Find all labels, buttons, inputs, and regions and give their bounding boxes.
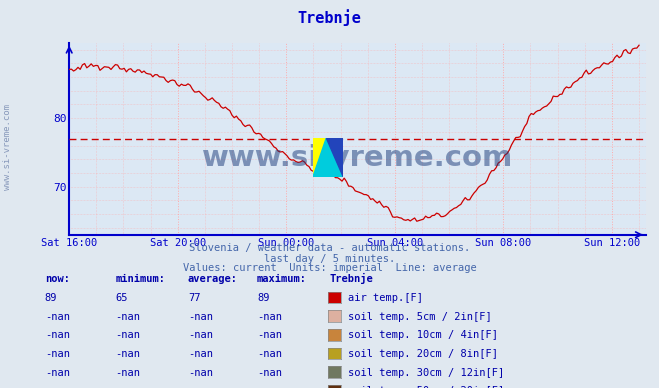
Text: -nan: -nan — [188, 367, 213, 378]
Text: average:: average: — [188, 274, 238, 284]
Text: minimum:: minimum: — [115, 274, 165, 284]
Text: soil temp. 50cm / 20in[F]: soil temp. 50cm / 20in[F] — [348, 386, 504, 388]
Text: -nan: -nan — [115, 349, 140, 359]
Text: soil temp. 10cm / 4in[F]: soil temp. 10cm / 4in[F] — [348, 330, 498, 340]
Text: Trebnje: Trebnje — [330, 274, 373, 284]
Text: 89: 89 — [45, 293, 57, 303]
Text: -nan: -nan — [45, 367, 70, 378]
Text: -nan: -nan — [115, 367, 140, 378]
Text: Slovenia / weather data - automatic stations.: Slovenia / weather data - automatic stat… — [189, 243, 470, 253]
Text: -nan: -nan — [188, 349, 213, 359]
Text: 65: 65 — [115, 293, 128, 303]
Text: www.si-vreme.com: www.si-vreme.com — [202, 144, 513, 172]
Text: -nan: -nan — [188, 330, 213, 340]
Text: soil temp. 5cm / 2in[F]: soil temp. 5cm / 2in[F] — [348, 312, 492, 322]
Text: -nan: -nan — [257, 367, 282, 378]
Text: -nan: -nan — [45, 349, 70, 359]
Text: -nan: -nan — [45, 386, 70, 388]
Text: now:: now: — [45, 274, 70, 284]
Text: last day / 5 minutes.: last day / 5 minutes. — [264, 254, 395, 264]
Polygon shape — [313, 138, 343, 177]
Text: maximum:: maximum: — [257, 274, 307, 284]
Text: -nan: -nan — [115, 312, 140, 322]
Text: Trebnje: Trebnje — [298, 9, 361, 26]
Text: air temp.[F]: air temp.[F] — [348, 293, 423, 303]
Text: -nan: -nan — [257, 312, 282, 322]
Text: -nan: -nan — [188, 312, 213, 322]
Text: -nan: -nan — [45, 330, 70, 340]
Text: -nan: -nan — [257, 349, 282, 359]
Text: -nan: -nan — [115, 386, 140, 388]
Text: soil temp. 30cm / 12in[F]: soil temp. 30cm / 12in[F] — [348, 367, 504, 378]
Polygon shape — [313, 138, 326, 177]
Text: -nan: -nan — [257, 386, 282, 388]
Text: -nan: -nan — [188, 386, 213, 388]
Text: -nan: -nan — [257, 330, 282, 340]
Text: -nan: -nan — [45, 312, 70, 322]
Text: soil temp. 20cm / 8in[F]: soil temp. 20cm / 8in[F] — [348, 349, 498, 359]
Polygon shape — [326, 138, 343, 177]
Text: 77: 77 — [188, 293, 200, 303]
Text: 89: 89 — [257, 293, 270, 303]
Text: www.si-vreme.com: www.si-vreme.com — [3, 104, 13, 191]
Text: Values: current  Units: imperial  Line: average: Values: current Units: imperial Line: av… — [183, 263, 476, 274]
Text: -nan: -nan — [115, 330, 140, 340]
